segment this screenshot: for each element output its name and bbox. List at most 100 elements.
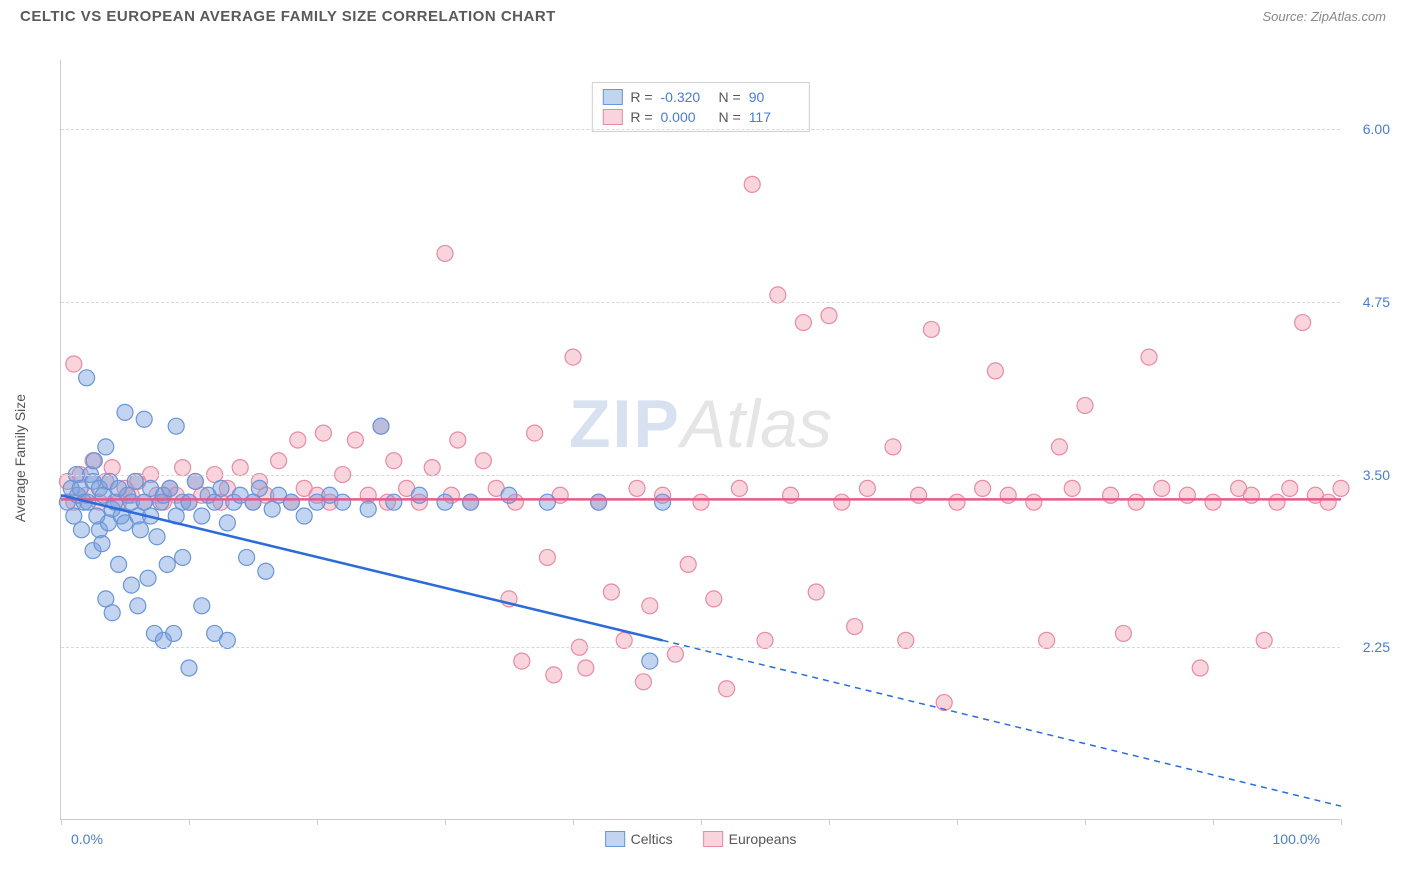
scatter-point-celtics <box>117 404 133 420</box>
x-tick <box>1213 819 1214 825</box>
gridline <box>61 475 1340 476</box>
scatter-point-europeans <box>834 494 850 510</box>
scatter-point-celtics <box>73 522 89 538</box>
scatter-point-europeans <box>616 632 632 648</box>
scatter-point-europeans <box>680 556 696 572</box>
scatter-point-celtics <box>175 549 191 565</box>
scatter-point-europeans <box>1077 397 1093 413</box>
scatter-point-europeans <box>66 356 82 372</box>
scatter-point-europeans <box>603 584 619 600</box>
chart-title: CELTIC VS EUROPEAN AVERAGE FAMILY SIZE C… <box>20 8 556 25</box>
scatter-point-celtics <box>283 494 299 510</box>
scatter-point-europeans <box>565 349 581 365</box>
scatter-point-celtics <box>149 529 165 545</box>
scatter-point-europeans <box>347 432 363 448</box>
x-tick <box>317 819 318 825</box>
x-tick <box>61 819 62 825</box>
scatter-point-celtics <box>539 494 555 510</box>
trend-line-celtics-solid <box>61 495 663 640</box>
stats-legend: R = -0.320 N = 90 R = 0.000 N = 117 <box>591 82 809 132</box>
scatter-point-europeans <box>770 287 786 303</box>
stats-row-celtics: R = -0.320 N = 90 <box>602 87 798 107</box>
scatter-point-celtics <box>239 549 255 565</box>
scatter-point-europeans <box>475 453 491 469</box>
scatter-point-celtics <box>104 605 120 621</box>
scatter-point-europeans <box>898 632 914 648</box>
bottom-legend: Celtics Europeans <box>605 831 797 847</box>
scatter-point-europeans <box>539 549 555 565</box>
chart-container: Average Family Size ZIPAtlas R = -0.320 … <box>50 40 1390 860</box>
scatter-point-europeans <box>232 460 248 476</box>
scatter-point-europeans <box>719 681 735 697</box>
stat-r-value-celtics: -0.320 <box>661 89 711 105</box>
scatter-point-celtics <box>159 556 175 572</box>
scatter-point-celtics <box>219 632 235 648</box>
trend-line-celtics-dashed <box>663 640 1341 806</box>
swatch-celtics-icon <box>605 831 625 847</box>
x-tick <box>445 819 446 825</box>
scatter-point-europeans <box>527 425 543 441</box>
legend-label-europeans: Europeans <box>729 831 797 847</box>
scatter-point-europeans <box>744 176 760 192</box>
scatter-point-europeans <box>1179 487 1195 503</box>
scatter-point-europeans <box>1192 660 1208 676</box>
scatter-point-celtics <box>162 480 178 496</box>
scatter-point-celtics <box>136 411 152 427</box>
scatter-point-europeans <box>923 321 939 337</box>
scatter-point-celtics <box>166 625 182 641</box>
scatter-point-celtics <box>591 494 607 510</box>
scatter-point-europeans <box>1103 487 1119 503</box>
scatter-point-europeans <box>629 480 645 496</box>
x-axis-label-left: 0.0% <box>71 831 103 847</box>
scatter-point-europeans <box>795 315 811 331</box>
scatter-point-celtics <box>463 494 479 510</box>
scatter-point-celtics <box>86 453 102 469</box>
x-tick <box>829 819 830 825</box>
x-tick <box>189 819 190 825</box>
stat-n-label: N = <box>719 109 741 125</box>
x-tick <box>1085 819 1086 825</box>
scatter-point-europeans <box>821 308 837 324</box>
scatter-plot-svg <box>61 60 1340 819</box>
scatter-point-celtics <box>98 439 114 455</box>
gridline <box>61 647 1340 648</box>
scatter-point-europeans <box>175 460 191 476</box>
scatter-point-europeans <box>1333 480 1349 496</box>
x-axis-label-right: 100.0% <box>1273 831 1320 847</box>
stat-r-label: R = <box>630 109 652 125</box>
swatch-europeans-icon <box>602 109 622 125</box>
stat-n-value-celtics: 90 <box>749 89 799 105</box>
stat-r-label: R = <box>630 89 652 105</box>
y-tick-label: 2.25 <box>1363 639 1390 655</box>
scatter-point-celtics <box>642 653 658 669</box>
scatter-point-europeans <box>808 584 824 600</box>
scatter-point-celtics <box>213 480 229 496</box>
scatter-point-europeans <box>885 439 901 455</box>
scatter-point-europeans <box>1039 632 1055 648</box>
scatter-point-celtics <box>187 473 203 489</box>
scatter-point-celtics <box>386 494 402 510</box>
scatter-point-europeans <box>315 425 331 441</box>
scatter-point-europeans <box>450 432 466 448</box>
scatter-point-europeans <box>1269 494 1285 510</box>
scatter-point-celtics <box>140 570 156 586</box>
scatter-point-europeans <box>667 646 683 662</box>
scatter-point-europeans <box>437 245 453 261</box>
swatch-celtics-icon <box>602 89 622 105</box>
scatter-point-europeans <box>706 591 722 607</box>
y-tick-label: 6.00 <box>1363 121 1390 137</box>
scatter-point-celtics <box>127 473 143 489</box>
scatter-point-celtics <box>111 556 127 572</box>
scatter-point-celtics <box>437 494 453 510</box>
chart-header: CELTIC VS EUROPEAN AVERAGE FAMILY SIZE C… <box>0 0 1406 29</box>
scatter-point-celtics <box>181 494 197 510</box>
scatter-point-europeans <box>911 487 927 503</box>
legend-item-celtics: Celtics <box>605 831 673 847</box>
scatter-point-celtics <box>411 487 427 503</box>
x-tick <box>957 819 958 825</box>
scatter-point-europeans <box>1064 480 1080 496</box>
scatter-point-celtics <box>132 522 148 538</box>
scatter-point-europeans <box>1141 349 1157 365</box>
x-tick <box>701 819 702 825</box>
scatter-point-europeans <box>104 460 120 476</box>
